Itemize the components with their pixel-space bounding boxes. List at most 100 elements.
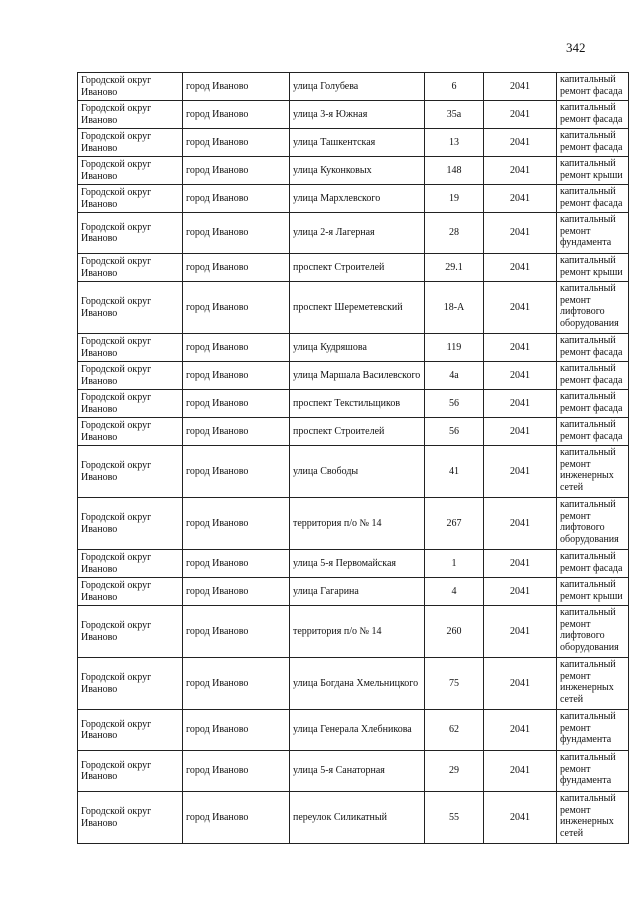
table-row: Городской округ Иваново город Иваново улиц… — [77, 577, 629, 606]
street-cell: улица Свободы — [289, 445, 425, 498]
district-cell: Городской округ Иваново — [77, 389, 183, 418]
work-type-cell: капитальный ремонт фундамента — [556, 709, 629, 751]
year-cell: 2041 — [483, 605, 557, 658]
year-cell: 2041 — [483, 333, 557, 362]
house-number-cell: 29.1 — [424, 253, 484, 282]
street-cell: улица Мархлевского — [289, 184, 425, 213]
district-cell: Городской округ Иваново — [77, 212, 183, 254]
district-cell: Городской округ Иваново — [77, 657, 183, 710]
table-row: Городской округ Иваново город Иваново прос… — [77, 281, 629, 334]
city-cell: город Иваново — [182, 361, 290, 390]
house-number-cell: 4а — [424, 361, 484, 390]
city-cell: город Иваново — [182, 156, 290, 185]
house-number-cell: 1 — [424, 549, 484, 578]
table-row: Городской округ Иваново город Иваново улиц… — [77, 750, 629, 792]
house-number-cell: 41 — [424, 445, 484, 498]
district-cell: Городской округ Иваново — [77, 750, 183, 792]
table-row: Городской округ Иваново город Иваново пере… — [77, 791, 629, 844]
year-cell: 2041 — [483, 791, 557, 844]
district-cell: Городской округ Иваново — [77, 577, 183, 606]
work-type-cell: капитальный ремонт фасада — [556, 417, 629, 446]
table-row: Городской округ Иваново город Иваново улиц… — [77, 128, 629, 157]
district-cell: Городской округ Иваново — [77, 605, 183, 658]
work-type-cell: капитальный ремонт крыши — [556, 156, 629, 185]
street-cell: улица Ташкентская — [289, 128, 425, 157]
district-cell: Городской округ Иваново — [77, 72, 183, 101]
year-cell: 2041 — [483, 389, 557, 418]
city-cell: город Иваново — [182, 128, 290, 157]
house-number-cell: 29 — [424, 750, 484, 792]
street-cell: улица Голубева — [289, 72, 425, 101]
work-type-cell: капитальный ремонт фасада — [556, 361, 629, 390]
district-cell: Городской округ Иваново — [77, 549, 183, 578]
house-number-cell: 56 — [424, 389, 484, 418]
house-number-cell: 119 — [424, 333, 484, 362]
year-cell: 2041 — [483, 156, 557, 185]
work-type-cell: капитальный ремонт крыши — [556, 577, 629, 606]
district-cell: Городской округ Иваново — [77, 417, 183, 446]
work-type-cell: капитальный ремонт лифтового оборудовани… — [556, 281, 629, 334]
house-number-cell: 75 — [424, 657, 484, 710]
work-type-cell: капитальный ремонт фасада — [556, 333, 629, 362]
work-type-cell: капитальный ремонт крыши — [556, 253, 629, 282]
street-cell: улица Кудряшова — [289, 333, 425, 362]
street-cell: улица Маршала Василевского — [289, 361, 425, 390]
table-row: Городской округ Иваново город Иваново улиц… — [77, 333, 629, 362]
house-number-cell: 4 — [424, 577, 484, 606]
city-cell: город Иваново — [182, 605, 290, 658]
district-cell: Городской округ Иваново — [77, 333, 183, 362]
year-cell: 2041 — [483, 497, 557, 550]
house-number-cell: 28 — [424, 212, 484, 254]
street-cell: проспект Строителей — [289, 253, 425, 282]
district-cell: Городской округ Иваново — [77, 791, 183, 844]
house-number-cell: 56 — [424, 417, 484, 446]
city-cell: город Иваново — [182, 72, 290, 101]
city-cell: город Иваново — [182, 333, 290, 362]
city-cell: город Иваново — [182, 750, 290, 792]
house-number-cell: 55 — [424, 791, 484, 844]
house-number-cell: 35а — [424, 100, 484, 129]
year-cell: 2041 — [483, 657, 557, 710]
year-cell: 2041 — [483, 100, 557, 129]
house-number-cell: 267 — [424, 497, 484, 550]
year-cell: 2041 — [483, 445, 557, 498]
street-cell: проспект Текстильщиков — [289, 389, 425, 418]
city-cell: город Иваново — [182, 253, 290, 282]
street-cell: улица 5-я Первомайская — [289, 549, 425, 578]
street-cell: улица 5-я Санаторная — [289, 750, 425, 792]
year-cell: 2041 — [483, 128, 557, 157]
city-cell: город Иваново — [182, 184, 290, 213]
table-row: Городской округ Иваново город Иваново улиц… — [77, 709, 629, 751]
repair-schedule-table: Городской округ Иваново город Иваново улиц… — [77, 72, 629, 844]
work-type-cell: капитальный ремонт лифтового оборудовани… — [556, 605, 629, 658]
house-number-cell: 6 — [424, 72, 484, 101]
work-type-cell: капитальный ремонт фасада — [556, 100, 629, 129]
city-cell: город Иваново — [182, 417, 290, 446]
district-cell: Городской округ Иваново — [77, 100, 183, 129]
street-cell: территория п/о № 14 — [289, 605, 425, 658]
house-number-cell: 18-А — [424, 281, 484, 334]
district-cell: Городской округ Иваново — [77, 281, 183, 334]
street-cell: проспект Шереметевский — [289, 281, 425, 334]
table-row: Городской округ Иваново город Иваново прос… — [77, 389, 629, 418]
year-cell: 2041 — [483, 361, 557, 390]
table-row: Городской округ Иваново город Иваново улиц… — [77, 445, 629, 498]
work-type-cell: капитальный ремонт фасада — [556, 72, 629, 101]
page-number: 342 — [566, 40, 586, 55]
city-cell: город Иваново — [182, 709, 290, 751]
house-number-cell: 148 — [424, 156, 484, 185]
city-cell: город Иваново — [182, 791, 290, 844]
work-type-cell: капитальный ремонт фасада — [556, 549, 629, 578]
city-cell: город Иваново — [182, 445, 290, 498]
year-cell: 2041 — [483, 72, 557, 101]
street-cell: улица 3-я Южная — [289, 100, 425, 129]
year-cell: 2041 — [483, 417, 557, 446]
work-type-cell: капитальный ремонт инженерных сетей — [556, 657, 629, 710]
house-number-cell: 19 — [424, 184, 484, 213]
city-cell: город Иваново — [182, 212, 290, 254]
city-cell: город Иваново — [182, 549, 290, 578]
district-cell: Городской округ Иваново — [77, 253, 183, 282]
city-cell: город Иваново — [182, 389, 290, 418]
district-cell: Городской округ Иваново — [77, 445, 183, 498]
street-cell: улица Богдана Хмельницкого — [289, 657, 425, 710]
